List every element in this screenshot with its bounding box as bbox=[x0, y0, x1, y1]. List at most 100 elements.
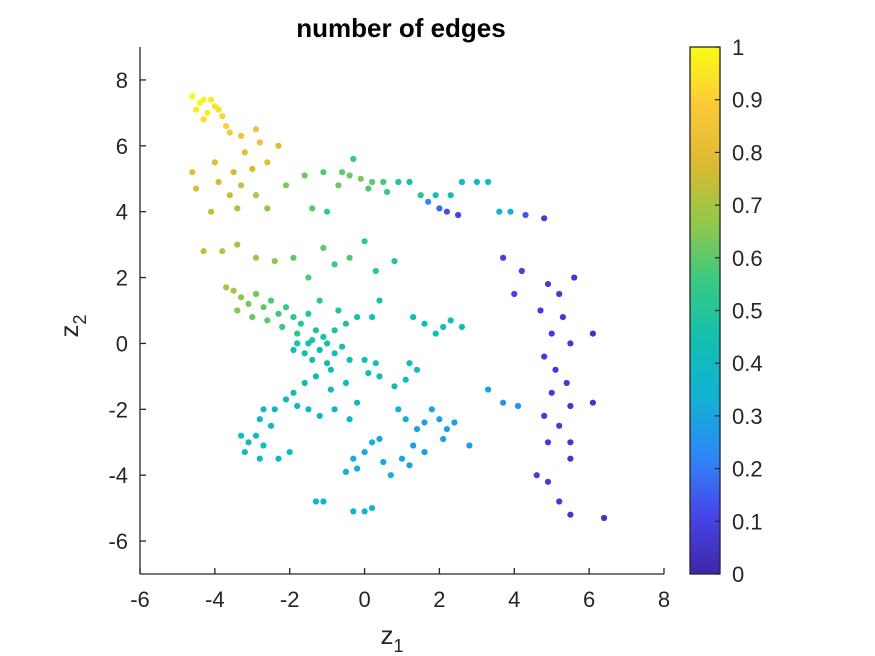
data-point bbox=[290, 389, 297, 396]
data-point bbox=[391, 258, 398, 265]
data-point bbox=[290, 314, 297, 321]
data-point bbox=[552, 366, 559, 373]
data-point bbox=[507, 208, 514, 215]
data-point bbox=[245, 300, 252, 307]
data-point bbox=[335, 307, 342, 314]
data-point bbox=[567, 455, 574, 462]
data-point bbox=[200, 116, 207, 123]
data-point bbox=[339, 169, 346, 176]
data-point bbox=[548, 330, 555, 337]
data-point bbox=[589, 399, 597, 406]
data-point bbox=[290, 346, 297, 354]
data-point bbox=[346, 254, 353, 261]
data-point bbox=[500, 254, 507, 261]
y-tick-label: 2 bbox=[116, 266, 128, 291]
data-point bbox=[327, 366, 334, 373]
colorbar-tick-label: 0.2 bbox=[732, 457, 763, 482]
data-point bbox=[252, 432, 260, 439]
data-point bbox=[544, 281, 552, 288]
plot-area bbox=[189, 93, 608, 522]
data-point bbox=[267, 422, 275, 429]
data-point bbox=[369, 178, 376, 186]
data-point bbox=[189, 169, 196, 176]
y-tick-label: -6 bbox=[108, 529, 128, 554]
data-point bbox=[514, 402, 522, 410]
data-point bbox=[324, 360, 331, 367]
data-point bbox=[376, 435, 383, 443]
data-point bbox=[440, 323, 447, 331]
data-point bbox=[372, 360, 379, 367]
data-point bbox=[230, 287, 237, 294]
data-point bbox=[383, 188, 391, 195]
data-point bbox=[410, 442, 417, 449]
data-point bbox=[275, 142, 282, 149]
data-point bbox=[571, 274, 578, 281]
data-point bbox=[500, 399, 507, 406]
data-point bbox=[193, 106, 200, 113]
data-point bbox=[402, 416, 409, 423]
data-point bbox=[567, 402, 574, 410]
data-point bbox=[458, 178, 465, 186]
data-point bbox=[294, 330, 301, 337]
data-point bbox=[331, 261, 338, 268]
data-point bbox=[361, 508, 368, 515]
data-point bbox=[275, 310, 282, 317]
data-point bbox=[238, 432, 245, 439]
data-point bbox=[230, 169, 237, 176]
data-point bbox=[361, 356, 368, 363]
data-point bbox=[541, 353, 548, 360]
y-tick-label: -4 bbox=[108, 463, 128, 488]
data-point bbox=[376, 297, 383, 304]
data-point bbox=[354, 465, 361, 472]
data-point bbox=[339, 343, 346, 350]
data-point bbox=[395, 178, 402, 186]
data-point bbox=[320, 333, 327, 340]
data-point bbox=[485, 386, 492, 393]
data-point bbox=[365, 185, 372, 192]
data-point bbox=[267, 297, 275, 304]
y-axis-label: z2 bbox=[54, 314, 90, 337]
colorbar-tick-label: 0.8 bbox=[732, 140, 763, 165]
data-point bbox=[305, 310, 312, 317]
data-point bbox=[327, 386, 334, 393]
colorbar-tick-label: 0 bbox=[732, 562, 744, 587]
data-point bbox=[556, 498, 563, 505]
data-point bbox=[219, 113, 226, 120]
data-point bbox=[369, 439, 376, 446]
y-axis-label-sub: 2 bbox=[70, 314, 90, 324]
data-point bbox=[421, 449, 428, 456]
data-point bbox=[204, 109, 211, 116]
colorbar-tick-label: 0.6 bbox=[732, 246, 763, 271]
data-point bbox=[402, 376, 409, 383]
data-point bbox=[316, 297, 323, 304]
colorbar: 0 0.1 0.2 0.3 0.4 0.5 0.6 0.7 0.8 0.9 1 bbox=[689, 35, 763, 587]
data-point bbox=[380, 178, 387, 186]
data-point bbox=[601, 514, 608, 522]
chart-title: number of edges bbox=[296, 13, 505, 43]
data-point bbox=[436, 416, 443, 423]
data-point bbox=[342, 468, 349, 475]
data-point bbox=[365, 370, 372, 377]
data-point bbox=[249, 314, 256, 321]
data-point bbox=[294, 402, 301, 410]
colorbar-tick-label: 0.1 bbox=[732, 509, 763, 534]
colorbar-tick-label: 0.3 bbox=[732, 404, 763, 429]
y-tick-label: -2 bbox=[108, 397, 128, 422]
data-point bbox=[567, 439, 574, 446]
data-point bbox=[428, 406, 435, 413]
data-point bbox=[256, 455, 263, 462]
data-point bbox=[208, 96, 215, 103]
data-point bbox=[309, 205, 316, 212]
data-point bbox=[421, 320, 428, 327]
data-point bbox=[410, 314, 417, 321]
data-point bbox=[264, 205, 271, 212]
data-point bbox=[556, 290, 563, 298]
data-point bbox=[305, 340, 312, 347]
data-point bbox=[189, 93, 196, 100]
data-point bbox=[238, 132, 245, 139]
data-point bbox=[282, 304, 290, 311]
data-point bbox=[301, 350, 308, 357]
data-point bbox=[256, 416, 263, 423]
data-point bbox=[559, 314, 567, 321]
